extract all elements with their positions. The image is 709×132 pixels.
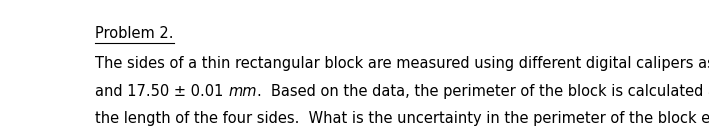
Text: .  Based on the data, the perimeter of the block is calculated as 85.0: . Based on the data, the perimeter of th…	[257, 84, 709, 99]
Text: mm: mm	[228, 84, 257, 99]
Text: The sides of a thin rectangular block are measured using different digital calip: The sides of a thin rectangular block ar…	[95, 56, 709, 72]
Text: Problem 2.: Problem 2.	[95, 26, 174, 41]
Text: and 17.50 ± 0.01: and 17.50 ± 0.01	[95, 84, 228, 99]
Text: the length of the four sides.  What is the uncertainty in the perimeter of the b: the length of the four sides. What is th…	[95, 111, 709, 126]
